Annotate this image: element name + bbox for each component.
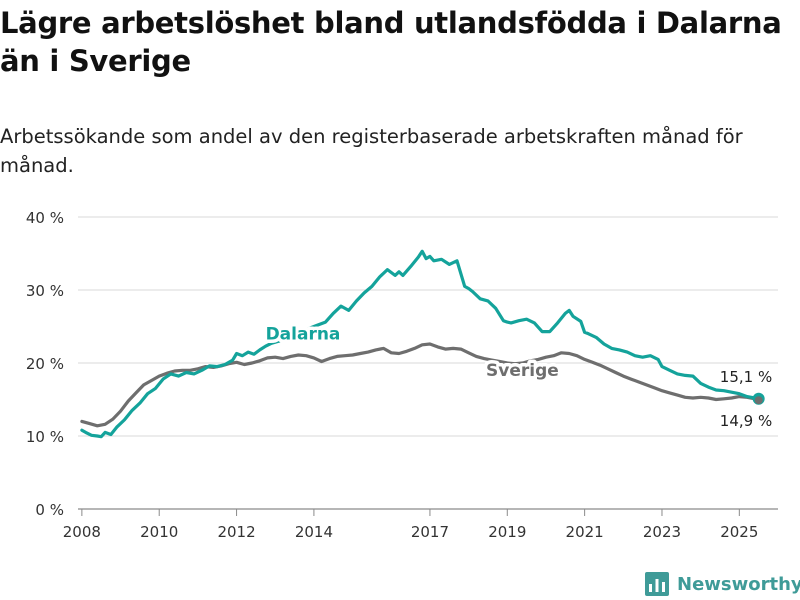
x-tick-label: 2021 — [566, 523, 604, 541]
y-tick-label: 40 % — [26, 209, 64, 227]
end-point-sverige — [754, 396, 763, 405]
series-line-sverige — [80, 342, 761, 428]
x-tick-label: 2008 — [63, 523, 101, 541]
end-value-label-dalarna: 15,1 % — [720, 368, 772, 386]
series-label-dalarna: Dalarna — [266, 325, 341, 345]
series-label-sverige: Sverige — [486, 361, 559, 381]
x-tick-label: 2023 — [643, 523, 681, 541]
x-tick-label: 2012 — [217, 523, 255, 541]
newsworthy-logo-icon — [645, 572, 669, 596]
series-label-sverige-halo: Sverige — [486, 361, 559, 381]
y-tick-label: 0 % — [35, 501, 64, 519]
x-tick-label: 2014 — [295, 523, 333, 541]
x-tick-label: 2017 — [411, 523, 449, 541]
brand-name: Newsworthy — [677, 573, 800, 595]
chart-subtitle: Arbetssökande som andel av den registerb… — [0, 125, 743, 177]
y-tick-label: 10 % — [26, 428, 64, 446]
end-value-label-sverige: 14,9 % — [720, 412, 772, 430]
series-label-dalarna-halo: Dalarna — [266, 325, 341, 345]
y-tick-label: 20 % — [26, 355, 64, 373]
chart-title: Lägre arbetslöshet bland utlandsfödda i … — [0, 6, 782, 78]
brand-logo[interactable]: Newsworthy — [645, 569, 800, 599]
y-tick-label: 30 % — [26, 282, 64, 300]
x-tick-label: 2025 — [720, 523, 758, 541]
series-line-dalarna — [80, 249, 761, 439]
x-tick-label: 2010 — [140, 523, 178, 541]
x-tick-label: 2019 — [488, 523, 526, 541]
